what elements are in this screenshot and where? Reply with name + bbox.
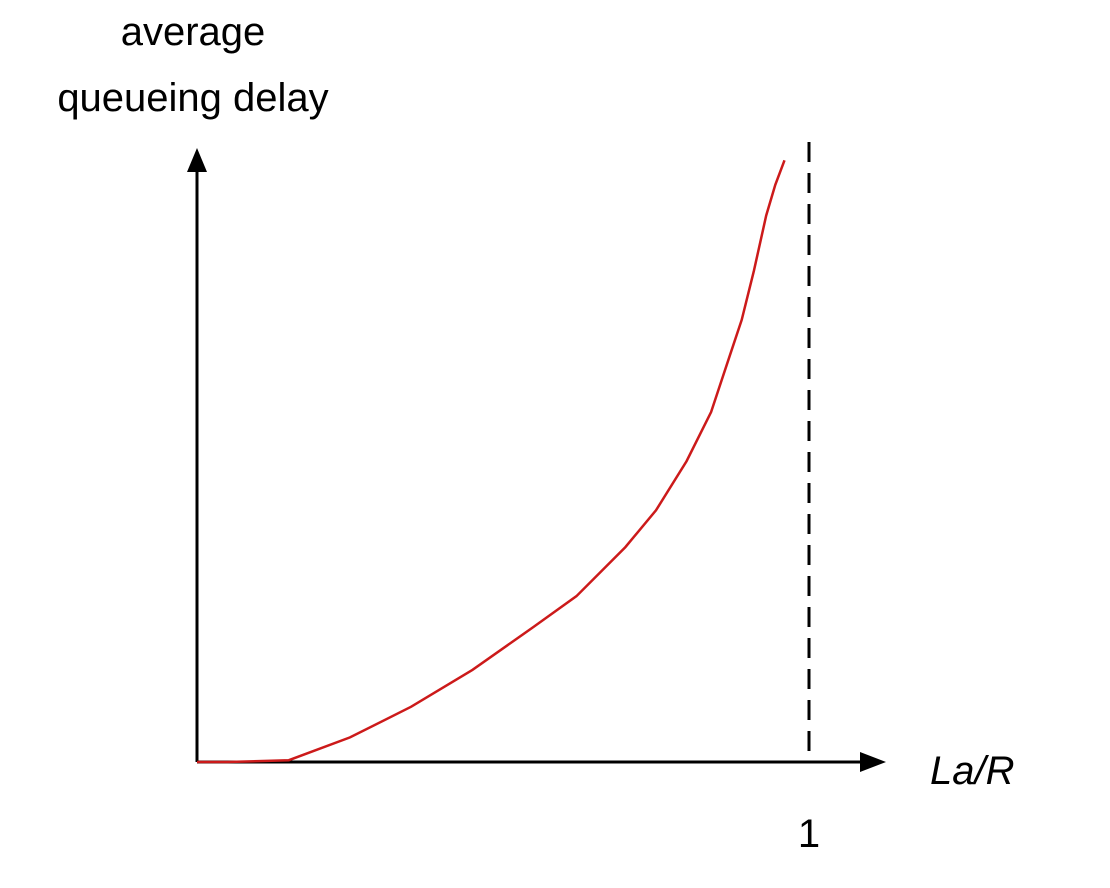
- y-axis-arrowhead: [187, 148, 207, 172]
- y-axis-label-line-1: average: [121, 10, 266, 54]
- y-axis-label: average queueing delay: [57, 10, 328, 120]
- x-axis-label: La/R: [930, 749, 1015, 793]
- x-axis-arrowhead: [860, 752, 886, 772]
- y-axis-label-line-2: queueing delay: [57, 76, 328, 120]
- x-tick-labels: 1: [798, 812, 820, 856]
- delay-curve: [197, 159, 786, 764]
- x-tick-label: 1: [798, 812, 820, 856]
